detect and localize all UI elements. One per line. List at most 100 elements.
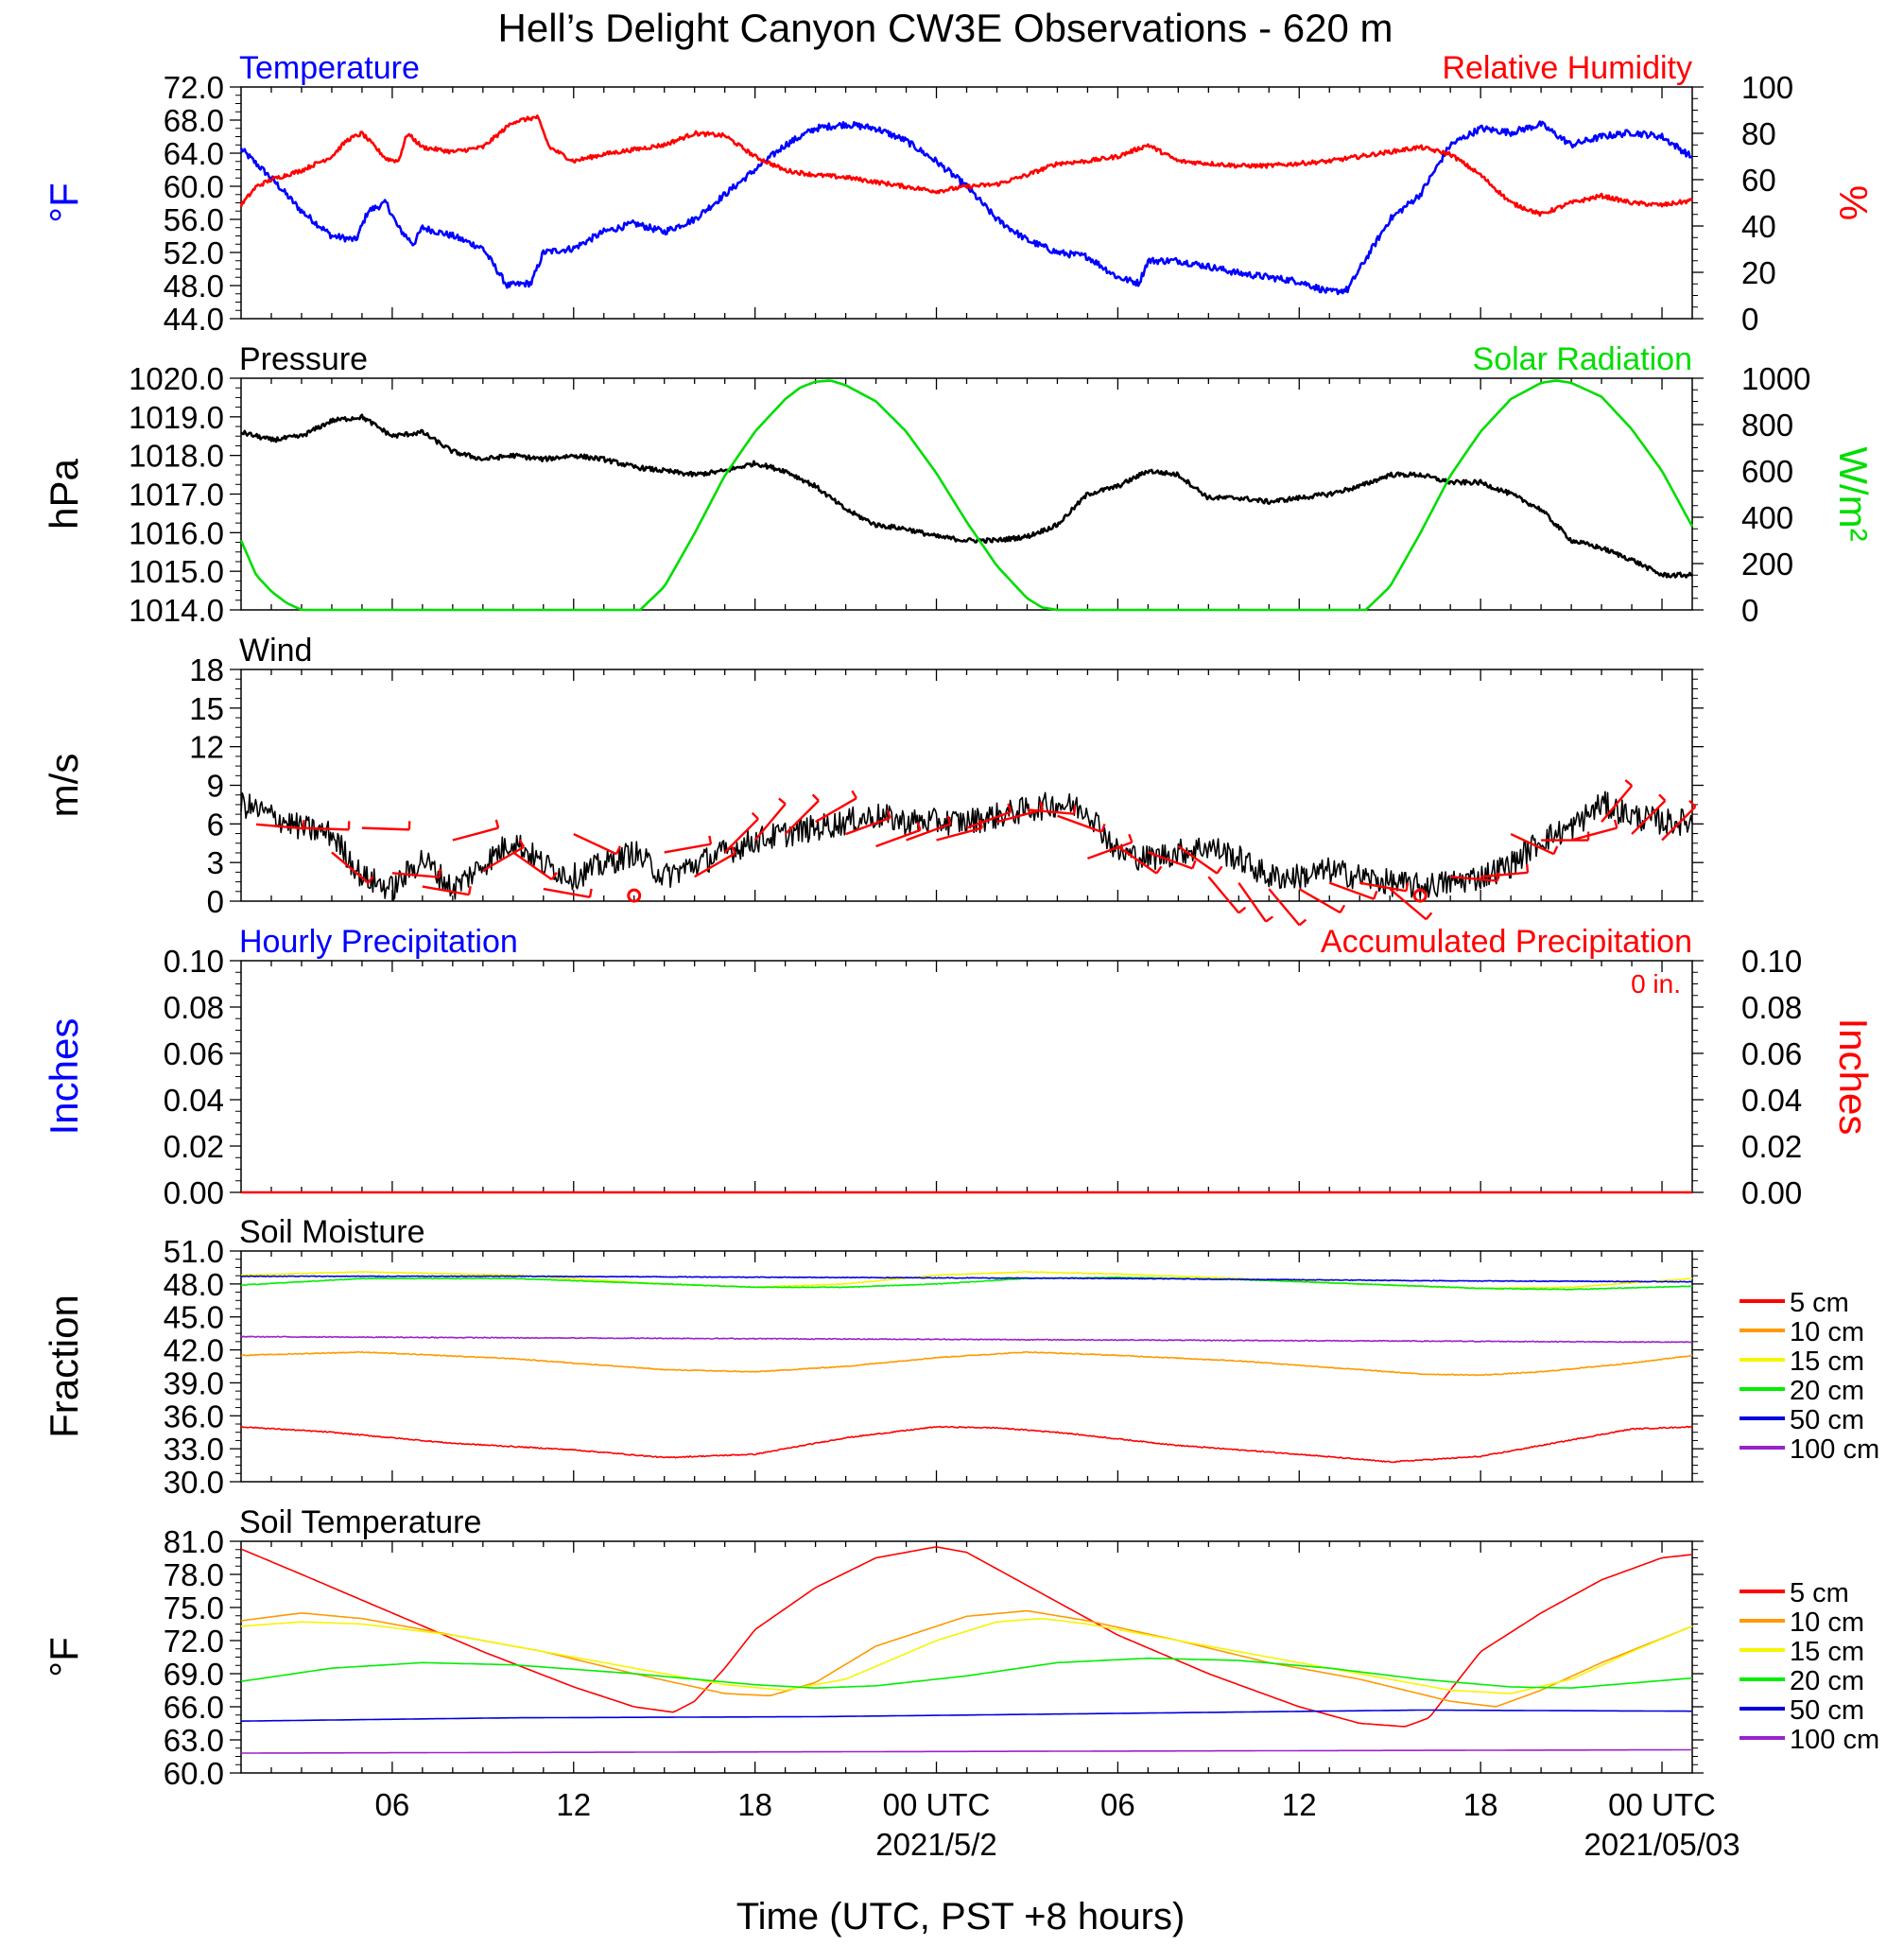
- legend-label: 10 cm: [1790, 1607, 1864, 1638]
- y-tick-label: 52.0: [164, 235, 224, 270]
- y-axis-label-right: Inches: [1831, 1018, 1876, 1136]
- y-axis-label-left: Inches: [42, 1018, 86, 1136]
- wind-barb-feather: [886, 809, 891, 819]
- wind-barb: [422, 885, 470, 896]
- wind-barb-feather: [367, 875, 374, 884]
- series-line-50-cm: [240, 1709, 1692, 1722]
- y-tick-label: 0.10: [1741, 944, 1802, 979]
- panel-title-left: Soil Temperature: [239, 1504, 481, 1540]
- y-tick-label: 33.0: [164, 1432, 224, 1467]
- series-line-50-cm: [240, 1275, 1693, 1283]
- wind-barb: [845, 816, 891, 836]
- series-line-temperature: [239, 120, 1693, 296]
- y-tick-label: 64.0: [164, 136, 224, 171]
- wind-barb: [1116, 844, 1158, 875]
- y-tick-label: 100: [1741, 70, 1793, 105]
- wind-barb-feather: [1613, 819, 1618, 828]
- wind-barb-feather: [730, 844, 737, 854]
- y-axis-label-left: m/s: [42, 754, 86, 818]
- wind-barb: [573, 832, 617, 856]
- y-tick-label: 72.0: [164, 70, 224, 105]
- wind-barb-feather: [1405, 882, 1410, 892]
- y-tick-label: 1018.0: [129, 439, 224, 474]
- y-tick-label: 0.10: [164, 944, 224, 979]
- wind-barb-feather: [708, 835, 713, 844]
- wind-barb: [1359, 881, 1407, 893]
- x-tick-label: 12: [1282, 1787, 1317, 1822]
- x-tick-label: 18: [737, 1787, 772, 1822]
- wind-barb-feather: [1238, 906, 1247, 914]
- legend-label: 50 cm: [1790, 1695, 1864, 1726]
- x-tick-label: 18: [1463, 1787, 1498, 1822]
- wind-barb-feather: [614, 845, 621, 855]
- y-tick-label: 51.0: [164, 1234, 224, 1269]
- y-tick-label: 40: [1741, 209, 1776, 244]
- panel-title-right: Relative Humidity: [1442, 50, 1692, 86]
- wind-barb: [1450, 876, 1498, 882]
- wind-barb: [1389, 888, 1428, 921]
- y-tick-label: 1019.0: [129, 400, 224, 435]
- y-tick-label: 60.0: [164, 1756, 224, 1791]
- wind-barb-feather: [1425, 912, 1433, 921]
- x-date-label: 2021/5/2: [875, 1827, 996, 1862]
- wind-barb-feather: [778, 797, 787, 806]
- panel-temperature-humidity: 72.068.064.060.056.052.048.044.0 100 80 60 4…: [42, 50, 1876, 337]
- wind-barb-feather: [946, 815, 952, 825]
- panel-frame: [240, 1250, 1693, 1483]
- panel-soil-temperature: 81.078.075.072.069.066.063.060.0 Soil Tem…: [42, 1504, 1879, 1791]
- wind-barb-feather: [550, 872, 558, 880]
- wind-barb-feather: [518, 839, 526, 848]
- panel-title-left: Wind: [239, 633, 312, 669]
- wind-barb: [996, 808, 1044, 824]
- legend-label: 100 cm: [1790, 1725, 1879, 1755]
- legend-label: 20 cm: [1790, 1666, 1864, 1696]
- wind-barb: [723, 818, 759, 854]
- legend-label: 5 cm: [1790, 1288, 1849, 1318]
- wind-barb: [1480, 871, 1529, 878]
- wind-barb-feather: [438, 868, 441, 877]
- y-tick-label: 3: [207, 845, 224, 880]
- wind-barb: [1147, 851, 1193, 870]
- wind-barb: [1328, 881, 1375, 900]
- series-line-5-cm: [240, 1425, 1693, 1464]
- y-tick-label: 1017.0: [129, 478, 224, 513]
- wind-barb: [936, 826, 983, 842]
- x-date-label: 2021/05/03: [1584, 1827, 1740, 1862]
- y-tick-label: 42.0: [164, 1333, 224, 1368]
- wind-barb-feather: [1100, 823, 1106, 833]
- wind-barb: [361, 826, 409, 831]
- y-tick-label: 56.0: [164, 202, 224, 237]
- y-tick-label: 0: [1741, 593, 1758, 628]
- wind-barb-feather: [1007, 803, 1013, 812]
- y-tick-label: 1014.0: [129, 593, 224, 628]
- y-tick-label: 1000: [1741, 361, 1810, 396]
- y-tick-label: 800: [1741, 408, 1793, 443]
- y-axis-label-right: %: [1831, 185, 1876, 220]
- wind-barb: [1207, 876, 1240, 914]
- y-tick-label: 60: [1741, 163, 1776, 198]
- panel-frame: [240, 1540, 1693, 1774]
- wind-barb: [815, 797, 857, 824]
- wind-calm-marker: [627, 888, 642, 903]
- y-tick-label: 60.0: [164, 169, 224, 204]
- y-tick-label: 0.04: [164, 1083, 224, 1118]
- wind-barb: [1601, 785, 1634, 823]
- panel-title-left: Soil Moisture: [239, 1214, 425, 1250]
- wind-barb-feather: [1552, 845, 1559, 855]
- wind-barb: [512, 851, 553, 881]
- y-tick-label: 400: [1741, 500, 1793, 535]
- y-tick-label: 200: [1741, 547, 1793, 582]
- y-tick-label: 20: [1741, 255, 1776, 290]
- x-tick-label: 06: [1100, 1787, 1135, 1822]
- wind-barb-feather: [1624, 779, 1633, 787]
- wind-barb-feather: [494, 819, 500, 828]
- wind-barb-feather: [1688, 799, 1697, 808]
- series-line-10-cm: [240, 1350, 1693, 1377]
- y-tick-label: 81.0: [164, 1524, 224, 1559]
- panel-title-left: Temperature: [239, 50, 420, 86]
- wind-barb: [452, 826, 499, 842]
- wind-barb: [875, 828, 921, 848]
- wind-barb: [301, 826, 349, 831]
